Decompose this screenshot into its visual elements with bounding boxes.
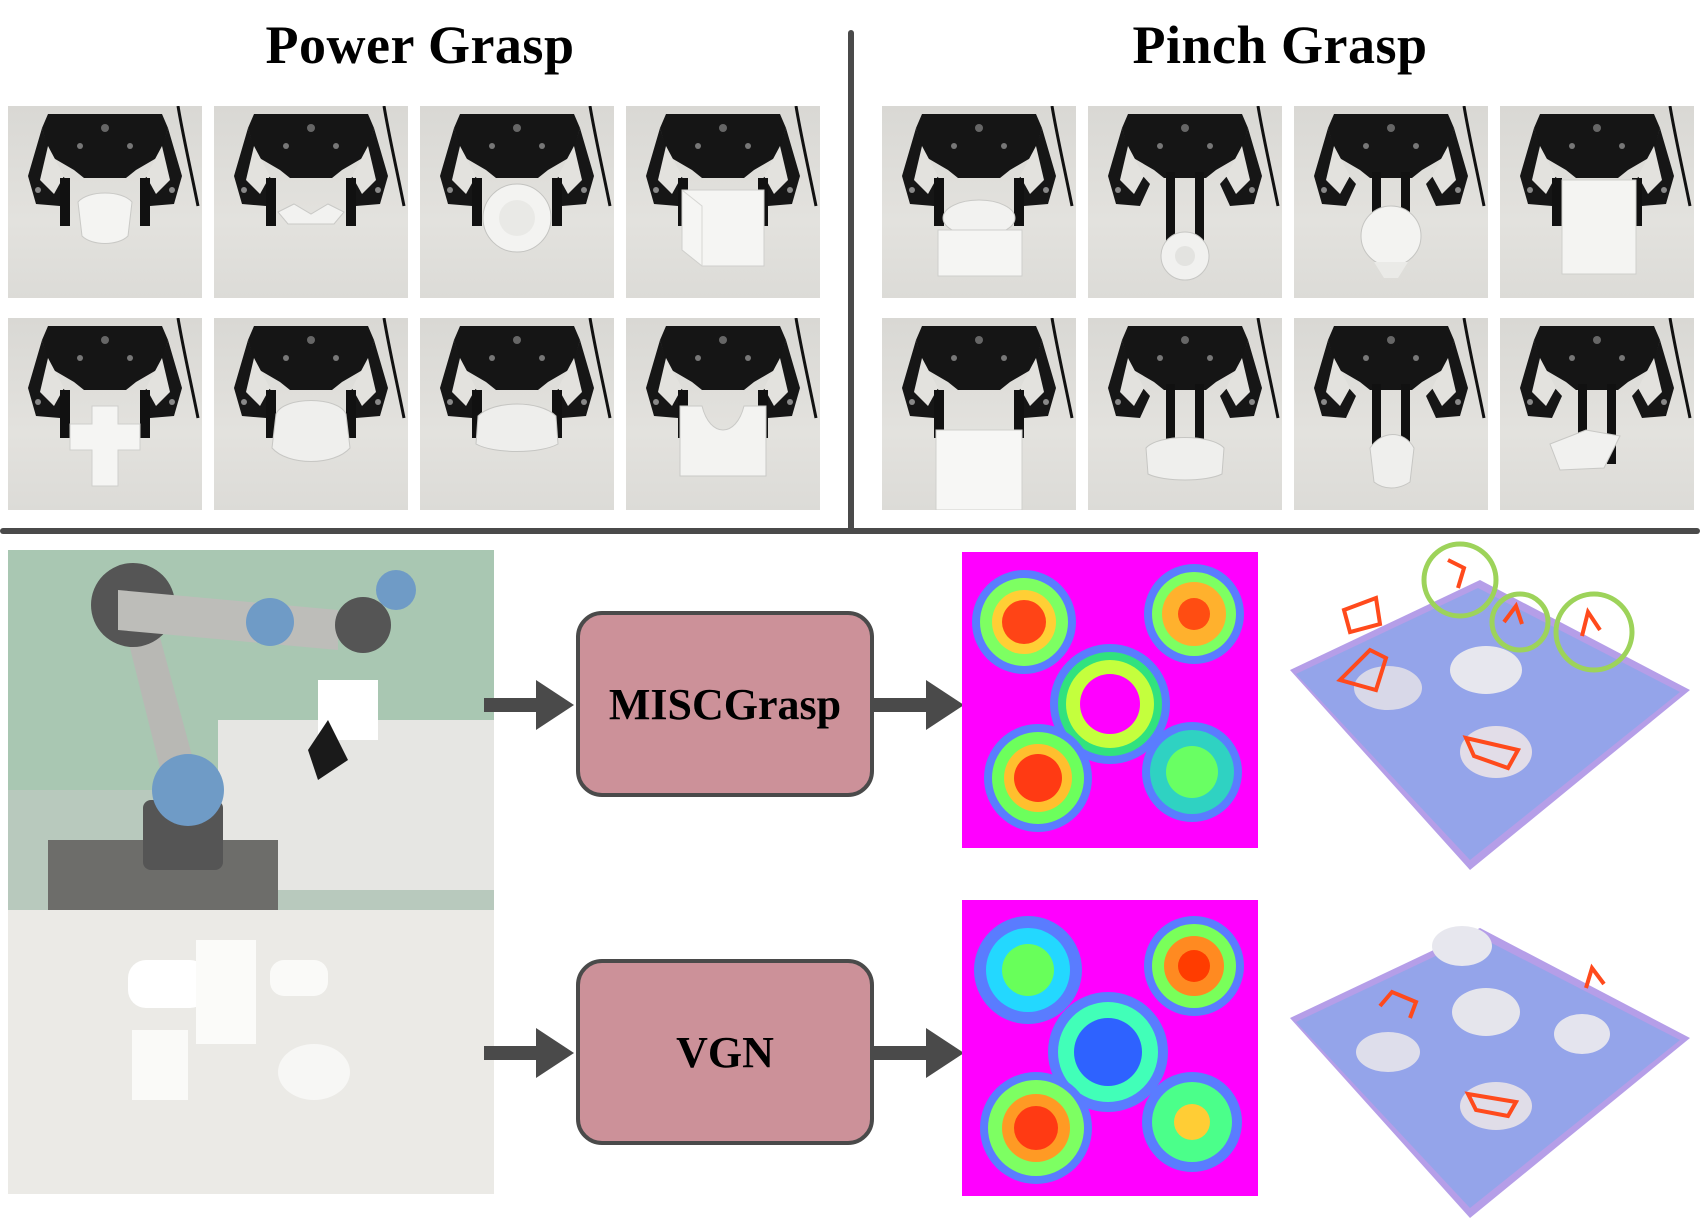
power-grasp-photo-5: [8, 318, 202, 510]
right-arrow-icon: [874, 1028, 964, 1078]
vertical-divider: [848, 30, 854, 534]
pinch-grasp-title: Pinch Grasp: [1132, 15, 1428, 75]
horizontal-divider: [0, 528, 1700, 534]
vgn-label: VGN: [676, 1027, 774, 1077]
right-arrow-icon: [874, 680, 964, 730]
power-grasp-photo-4: [626, 106, 820, 298]
power-grasp-title: Power Grasp: [265, 15, 575, 75]
vgn-method-box: VGN: [576, 959, 874, 1145]
miscgrasp-quality-heatmap: [962, 552, 1258, 848]
robot-scene-photo: [8, 550, 494, 1194]
pinch-grasp-photo-5: [882, 318, 1076, 510]
right-arrow-icon: [484, 1028, 574, 1078]
right-arrow-icon: [484, 680, 574, 730]
pinch-grasp-photo-7: [1294, 318, 1488, 510]
power-grasp-photo-6: [214, 318, 408, 510]
vgn-grasp-reconstruction: [1280, 888, 1700, 1218]
pinch-grasp-photo-3: [1294, 106, 1488, 298]
circle-highlight-icon: [1553, 591, 1635, 673]
vgn-quality-heatmap: [962, 900, 1258, 1196]
pinch-grasp-photo-2: [1088, 106, 1282, 298]
power-grasp-photo-1: [8, 106, 202, 298]
miscgrasp-grasp-reconstruction: [1280, 540, 1700, 870]
pinch-grasp-photo-4: [1500, 106, 1694, 298]
power-grasp-photo-8: [626, 318, 820, 510]
pinch-grasp-photo-8: [1500, 318, 1694, 510]
miscgrasp-label: MISCGrasp: [608, 679, 842, 729]
power-grasp-photo-3: [420, 106, 614, 298]
power-grasp-photo-2: [214, 106, 408, 298]
pinch-grasp-photo-6: [1088, 318, 1282, 510]
pinch-grasp-photo-1: [882, 106, 1076, 298]
circle-highlight-icon: [1421, 541, 1499, 619]
circle-highlight-icon: [1489, 591, 1551, 653]
power-grasp-photo-7: [420, 318, 614, 510]
miscgrasp-method-box: MISCGrasp: [576, 611, 874, 797]
